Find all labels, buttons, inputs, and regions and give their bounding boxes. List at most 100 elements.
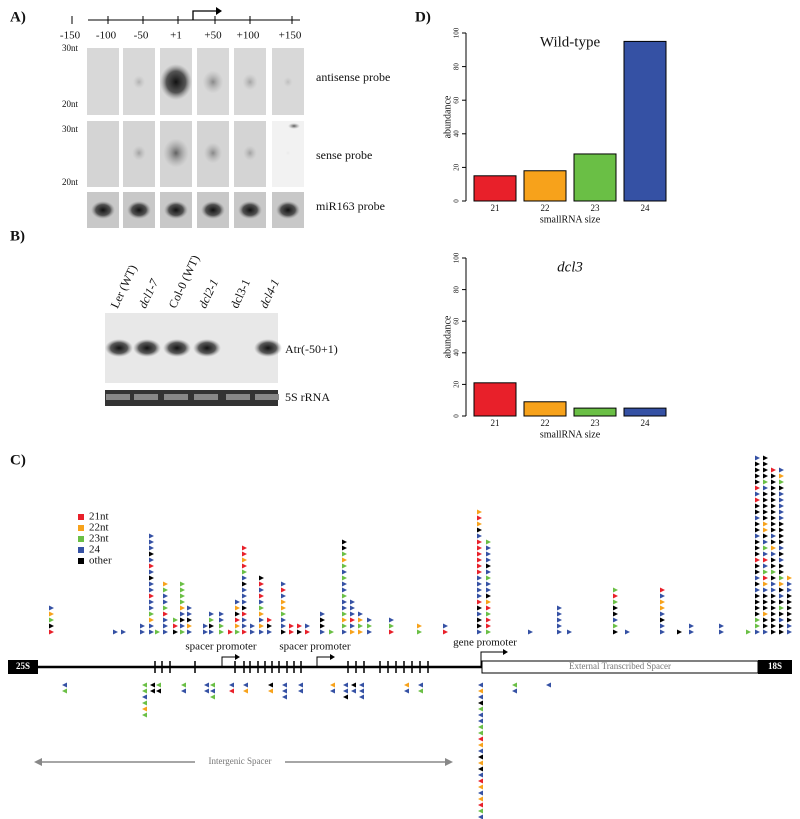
read-arrow	[320, 617, 325, 623]
read-arrow	[180, 581, 185, 587]
read-arrow	[763, 515, 768, 521]
read-arrow	[343, 682, 348, 688]
read-arrow	[209, 623, 214, 629]
read-arrow	[320, 629, 325, 635]
read-arrow	[755, 551, 760, 557]
read-arrow	[418, 682, 423, 688]
read-arrow	[771, 581, 776, 587]
bar	[573, 407, 617, 417]
band	[202, 70, 224, 94]
read-arrow	[242, 563, 247, 569]
read-arrow	[660, 617, 665, 623]
read-arrow	[771, 479, 776, 485]
bar	[473, 382, 517, 417]
read-arrow	[342, 587, 347, 593]
read-arrow	[755, 485, 760, 491]
read-arrow	[210, 694, 215, 700]
band	[288, 123, 300, 129]
read-arrow	[763, 599, 768, 605]
read-arrow	[149, 569, 154, 575]
read-arrow	[259, 605, 264, 611]
read-arrow	[305, 623, 310, 629]
read-arrow	[342, 599, 347, 605]
read-arrow	[771, 509, 776, 515]
size-marker: 30nt	[62, 43, 79, 53]
band	[163, 138, 189, 168]
read-arrow	[779, 545, 784, 551]
read-arrow	[763, 455, 768, 461]
read-arrow	[389, 617, 394, 623]
read-arrow	[755, 539, 760, 545]
read-arrow	[478, 730, 483, 736]
read-arrow	[763, 581, 768, 587]
x-tick-label: 23	[591, 418, 601, 428]
lane-label: dcl4-1	[257, 277, 283, 311]
read-arrow	[478, 742, 483, 748]
read-arrow	[329, 629, 334, 635]
read-arrow	[477, 605, 482, 611]
read-arrow	[243, 688, 248, 694]
read-arrow	[342, 593, 347, 599]
read-arrow	[250, 623, 255, 629]
read-arrow	[755, 569, 760, 575]
read-arrow	[142, 700, 147, 706]
read-arrow	[779, 557, 784, 563]
read-arrow	[297, 629, 302, 635]
legend-swatch	[78, 547, 84, 553]
read-arrow	[771, 497, 776, 503]
read-arrow	[142, 706, 147, 712]
read-arrow	[613, 623, 618, 629]
read-arrow	[477, 581, 482, 587]
read-arrow	[350, 617, 355, 623]
band	[193, 339, 221, 357]
read-arrow	[259, 581, 264, 587]
read-arrow	[298, 688, 303, 694]
read-arrow	[478, 784, 483, 790]
read-arrow	[779, 551, 784, 557]
read-arrow	[486, 581, 491, 587]
read-arrow	[180, 623, 185, 629]
y-tick-label: 40	[453, 130, 461, 138]
read-arrow	[763, 497, 768, 503]
read-arrow	[228, 629, 233, 635]
read-arrow	[180, 629, 185, 635]
read-arrow	[755, 521, 760, 527]
legend-swatch	[78, 536, 84, 542]
read-arrow	[755, 479, 760, 485]
read-arrow	[660, 599, 665, 605]
read-arrow	[763, 611, 768, 617]
read-arrow	[779, 623, 784, 629]
read-arrow	[180, 599, 185, 605]
read-arrow	[180, 611, 185, 617]
read-arrow	[404, 688, 409, 694]
read-arrow	[477, 539, 482, 545]
band	[226, 394, 250, 400]
read-arrow	[180, 617, 185, 623]
read-arrow	[755, 533, 760, 539]
read-arrow	[779, 533, 784, 539]
band	[285, 150, 291, 156]
read-arrow	[242, 623, 247, 629]
read-arrow	[660, 623, 665, 629]
read-arrow	[478, 790, 483, 796]
read-arrow	[180, 587, 185, 593]
read-arrow	[779, 497, 784, 503]
read-arrow	[149, 611, 154, 617]
read-arrow	[771, 539, 776, 545]
read-arrow	[763, 563, 768, 569]
read-arrow	[219, 617, 224, 623]
igs-label: Intergenic Spacer	[208, 756, 271, 766]
read-arrow	[719, 623, 724, 629]
read-arrow	[242, 605, 247, 611]
y-tick-label: 100	[453, 27, 461, 38]
read-arrow	[149, 533, 154, 539]
read-arrow	[351, 682, 356, 688]
promoter-label: spacer promoter	[279, 641, 350, 653]
read-arrow	[149, 545, 154, 551]
read-arrow	[771, 587, 776, 593]
panel-label: A)	[10, 9, 26, 25]
read-arrow	[330, 682, 335, 688]
read-arrow	[763, 623, 768, 629]
band	[283, 76, 293, 88]
read-arrow	[359, 682, 364, 688]
